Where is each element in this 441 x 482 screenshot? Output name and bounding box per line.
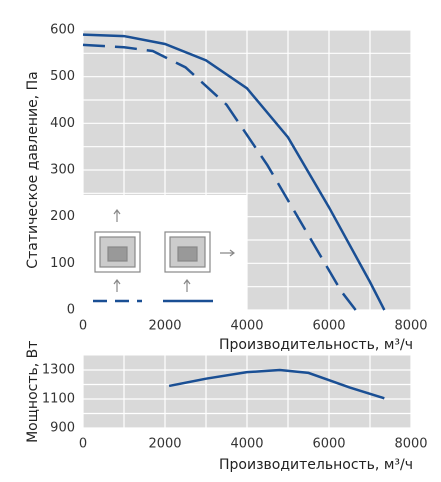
x-tick-label: 8000: [394, 319, 427, 334]
x-tick-label: 0: [79, 437, 87, 452]
series-line: [82, 43, 357, 311]
y-tick-label: 0: [67, 303, 75, 318]
x-tick-label: 0: [79, 319, 87, 334]
x-tick-label: 2000: [148, 437, 181, 452]
y-tick-label: 1100: [42, 392, 75, 407]
series-line: [82, 33, 386, 311]
x-tick-label: 8000: [394, 437, 427, 452]
y-tick-label: 100: [50, 256, 75, 271]
y-tick-label: 500: [50, 69, 75, 84]
x-axis-label: Производительность, м³/ч: [219, 457, 413, 473]
y-tick-label: 1300: [42, 363, 75, 378]
x-tick-label: 2000: [148, 319, 181, 334]
x-axis-label: Производительность, м³/ч: [219, 337, 413, 353]
fan-icons: [94, 209, 235, 292]
y-tick-label: 900: [50, 421, 75, 436]
x-tick-label: 6000: [312, 319, 345, 334]
legend-inset: [83, 195, 247, 310]
y-axis-label: Мощность, Вт: [25, 341, 41, 443]
x-tick-label: 4000: [230, 319, 263, 334]
y-tick-label: 300: [50, 163, 75, 178]
y-tick-label: 600: [50, 23, 75, 38]
x-tick-label: 6000: [312, 437, 345, 452]
series-line: [168, 368, 385, 400]
y-tick-label: 400: [50, 116, 75, 131]
y-tick-label: 200: [50, 209, 75, 224]
x-tick-label: 4000: [230, 437, 263, 452]
y-axis-label: Статическое давление, Па: [25, 71, 41, 268]
